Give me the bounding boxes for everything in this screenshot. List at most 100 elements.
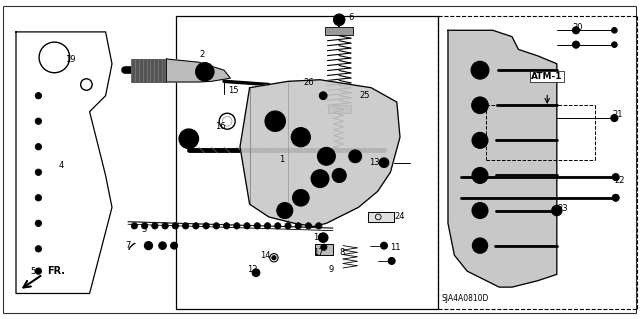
Circle shape xyxy=(196,63,214,81)
Circle shape xyxy=(264,223,271,229)
Circle shape xyxy=(296,193,305,203)
Text: 8: 8 xyxy=(340,248,345,256)
Text: 5: 5 xyxy=(31,267,36,276)
Circle shape xyxy=(35,246,42,252)
Circle shape xyxy=(573,27,579,34)
Circle shape xyxy=(291,128,310,147)
Circle shape xyxy=(612,194,619,201)
Circle shape xyxy=(296,132,306,143)
Text: 17: 17 xyxy=(314,248,324,256)
Text: 14: 14 xyxy=(260,251,271,260)
Circle shape xyxy=(265,111,285,131)
Circle shape xyxy=(35,118,42,124)
Text: 7: 7 xyxy=(125,241,131,250)
Circle shape xyxy=(35,144,42,150)
Circle shape xyxy=(203,223,209,229)
Circle shape xyxy=(472,132,488,148)
Text: 25: 25 xyxy=(360,91,370,100)
Circle shape xyxy=(272,256,276,260)
Text: 10: 10 xyxy=(314,233,324,242)
Text: 2: 2 xyxy=(199,50,204,59)
Circle shape xyxy=(145,241,152,250)
Circle shape xyxy=(335,172,343,179)
Circle shape xyxy=(388,257,395,264)
Circle shape xyxy=(35,169,42,175)
Polygon shape xyxy=(16,32,112,293)
Circle shape xyxy=(234,223,240,229)
Circle shape xyxy=(381,242,387,249)
Text: 3: 3 xyxy=(141,225,147,234)
Circle shape xyxy=(254,223,260,229)
Circle shape xyxy=(172,223,179,229)
Circle shape xyxy=(573,41,579,48)
Circle shape xyxy=(146,243,151,248)
Circle shape xyxy=(244,223,250,229)
Circle shape xyxy=(182,223,189,229)
Text: 9: 9 xyxy=(329,265,334,274)
Text: 23: 23 xyxy=(558,204,568,213)
Circle shape xyxy=(316,223,322,229)
Text: 15: 15 xyxy=(228,86,239,95)
Circle shape xyxy=(475,65,485,75)
Circle shape xyxy=(332,168,346,182)
Circle shape xyxy=(472,238,488,253)
Text: 4: 4 xyxy=(58,161,63,170)
Circle shape xyxy=(35,93,42,99)
Text: 13: 13 xyxy=(369,158,380,167)
Circle shape xyxy=(186,136,192,142)
Circle shape xyxy=(295,223,301,229)
Circle shape xyxy=(223,223,230,229)
Text: 16: 16 xyxy=(216,122,226,130)
Circle shape xyxy=(349,150,362,163)
Circle shape xyxy=(476,136,484,145)
Circle shape xyxy=(254,271,258,275)
Circle shape xyxy=(179,129,198,148)
Text: 19: 19 xyxy=(65,55,76,63)
Circle shape xyxy=(611,115,618,122)
Circle shape xyxy=(159,242,166,249)
Polygon shape xyxy=(240,80,400,226)
Text: 21: 21 xyxy=(612,110,623,119)
Circle shape xyxy=(305,223,312,229)
Circle shape xyxy=(213,223,220,229)
Circle shape xyxy=(554,208,559,213)
Circle shape xyxy=(35,220,42,226)
Circle shape xyxy=(152,223,158,229)
Text: 12: 12 xyxy=(248,265,258,274)
Circle shape xyxy=(319,233,328,242)
Circle shape xyxy=(292,189,309,206)
Text: 11: 11 xyxy=(390,243,401,252)
Text: 6: 6 xyxy=(348,13,353,22)
Circle shape xyxy=(161,243,164,248)
Circle shape xyxy=(193,223,199,229)
Circle shape xyxy=(199,66,211,78)
Text: 22: 22 xyxy=(614,176,625,185)
Bar xyxy=(131,59,166,82)
Text: 20: 20 xyxy=(572,23,582,32)
Text: 24: 24 xyxy=(395,212,405,221)
Circle shape xyxy=(472,203,488,219)
Circle shape xyxy=(352,153,358,160)
Circle shape xyxy=(252,269,260,277)
Circle shape xyxy=(476,206,484,215)
Circle shape xyxy=(319,92,327,100)
Circle shape xyxy=(277,203,292,219)
Circle shape xyxy=(35,268,42,274)
Circle shape xyxy=(275,223,281,229)
Bar xyxy=(315,244,333,255)
Circle shape xyxy=(162,223,168,229)
Circle shape xyxy=(131,223,138,229)
Text: 1: 1 xyxy=(279,155,284,164)
Circle shape xyxy=(333,14,345,26)
Circle shape xyxy=(317,147,335,165)
Circle shape xyxy=(280,206,289,215)
Circle shape xyxy=(476,101,484,110)
Text: 18: 18 xyxy=(184,136,194,145)
Circle shape xyxy=(171,242,177,249)
Text: SJA4A0810D: SJA4A0810D xyxy=(442,294,489,303)
Text: 26: 26 xyxy=(303,78,314,87)
Circle shape xyxy=(552,205,562,216)
Bar xyxy=(328,105,351,113)
Circle shape xyxy=(285,223,291,229)
Circle shape xyxy=(321,151,332,161)
